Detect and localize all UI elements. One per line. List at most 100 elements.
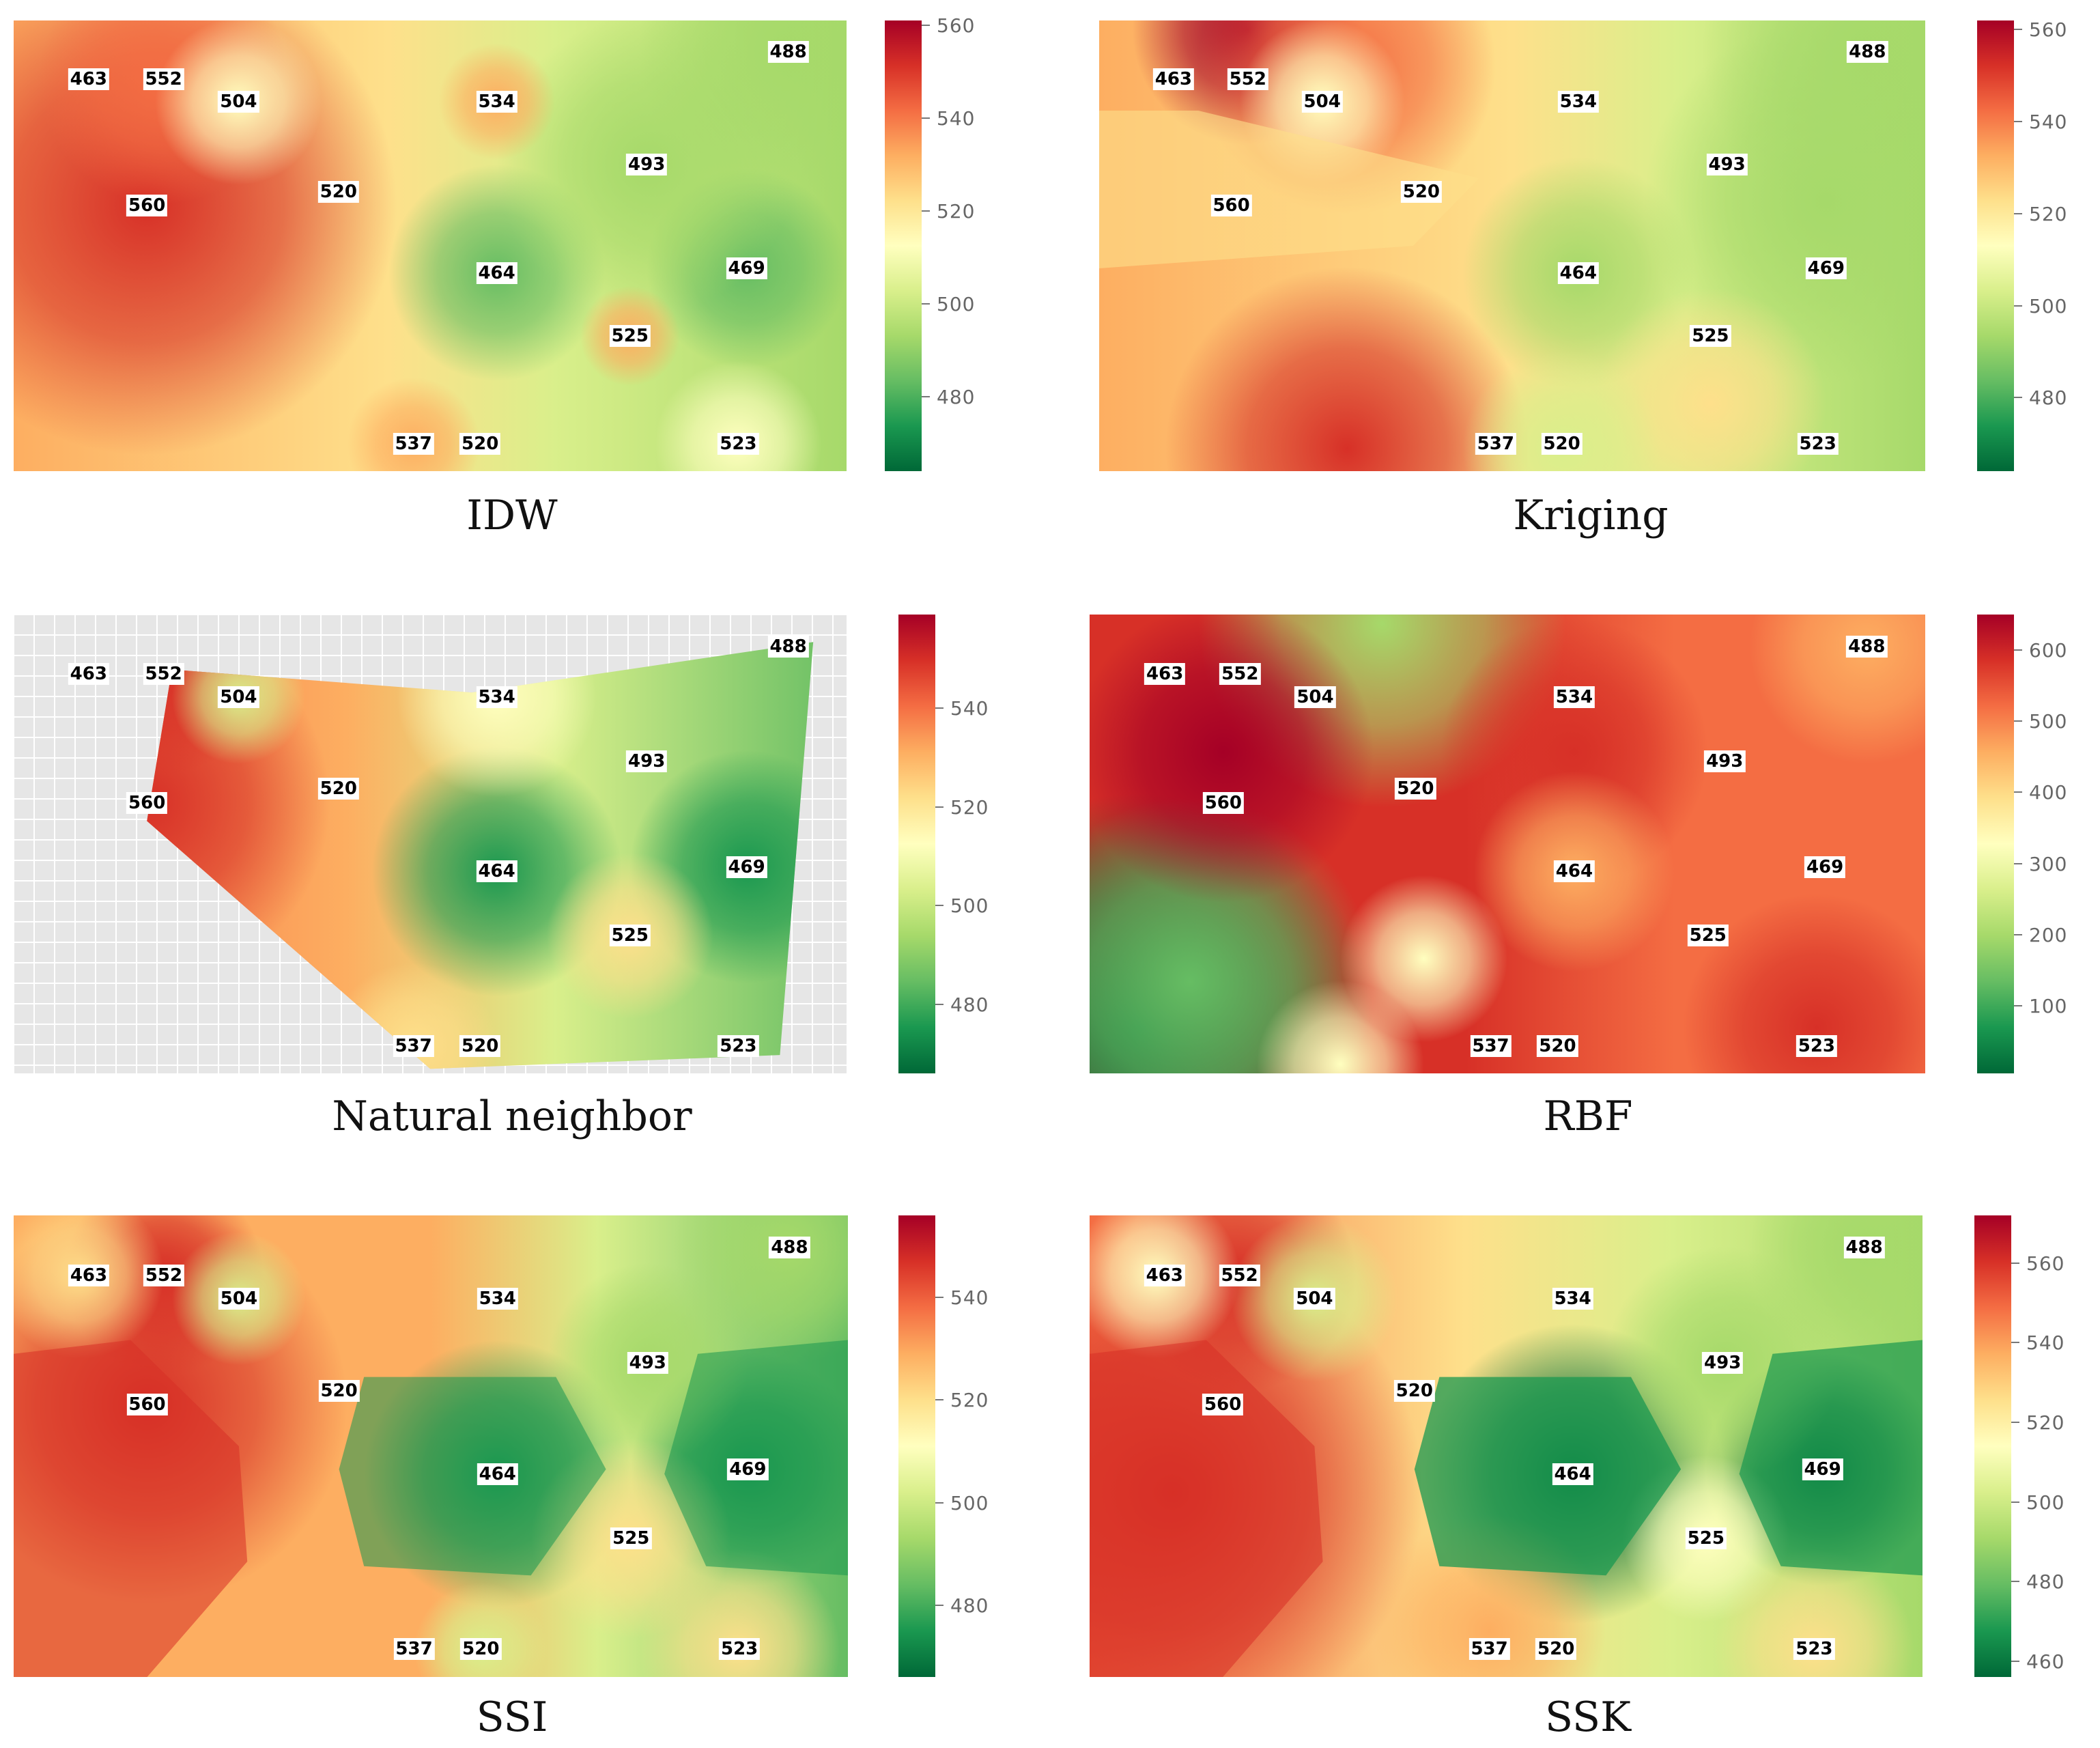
kriging-map: 463 552 504 534 488 493 520 560 464 469 525 537 520 5… (1099, 20, 1925, 471)
point-label: 560 (126, 791, 168, 814)
point-label: 463 (68, 1264, 110, 1286)
rbf-map: 463 552 504 534 488 493 520 560 464 469 525 537 520 5… (1090, 615, 1925, 1073)
natural-neighbor-surface (14, 615, 847, 1073)
tick-label: 500 (937, 293, 976, 316)
ssk-map: 463 552 504 534 488 493 520 560 464 469 525 537 520 5… (1090, 1215, 1922, 1677)
point-label: 493 (1704, 750, 1746, 773)
point-label: 534 (476, 686, 517, 708)
colorbar-strip (1974, 1215, 2011, 1677)
point-label: 463 (1152, 68, 1195, 90)
point-label: 534 (1552, 1287, 1593, 1310)
tick-mark (2014, 121, 2022, 123)
tick-label: 540 (950, 697, 989, 720)
surface-blob (655, 361, 822, 471)
surface-blob (1090, 1215, 1240, 1359)
kriging-colorbar: 480 500 520 540 560 (1977, 18, 2100, 471)
voronoi-cell-560 (1099, 111, 1479, 268)
tick-mark (2014, 305, 2022, 307)
tick-mark (2011, 1581, 2019, 1583)
point-label: 464 (476, 262, 517, 284)
tick-label: 400 (2029, 781, 2068, 804)
ssk-caption: SSK (1545, 1693, 1631, 1741)
ssk-colorbar: 460 480 500 520 540 560 (1974, 1215, 2097, 1677)
tick-mark (935, 1003, 943, 1005)
surface-layer (1099, 20, 1925, 471)
point-label: 552 (143, 1264, 185, 1286)
tick-mark (922, 396, 930, 398)
point-label: 523 (718, 1638, 761, 1661)
point-label: 525 (1685, 1527, 1727, 1550)
idw-surface (14, 20, 847, 471)
tick-mark (2011, 1342, 2019, 1344)
point-label: 520 (318, 1379, 360, 1402)
ssi-surface (14, 1215, 848, 1677)
point-label: 520 (1537, 1034, 1578, 1057)
tick-label: 540 (2026, 1331, 2065, 1355)
tick-label: 600 (2029, 639, 2068, 662)
point-label: 463 (1144, 1264, 1185, 1286)
tick-label: 100 (2029, 995, 2068, 1018)
tick-label: 520 (937, 199, 976, 223)
point-label: 504 (1294, 686, 1336, 708)
tick-label: 460 (2026, 1650, 2065, 1673)
tick-mark (935, 1502, 943, 1504)
surface-blob (1683, 894, 1925, 1073)
point-label: 523 (1797, 433, 1839, 455)
surface-blob (14, 1215, 164, 1359)
point-label: 504 (218, 1287, 260, 1310)
tick-label: 480 (950, 1594, 989, 1617)
point-label: 520 (317, 180, 359, 203)
point-label: 537 (393, 1034, 434, 1057)
tick-mark (2011, 1501, 2019, 1503)
tick-mark (2014, 862, 2022, 864)
tick-mark (922, 210, 930, 212)
point-label: 488 (1846, 636, 1888, 658)
point-label: 464 (477, 1463, 518, 1485)
rbf-surface (1090, 615, 1925, 1073)
point-label: 520 (459, 433, 501, 455)
point-label: 463 (68, 68, 109, 90)
tick-mark (935, 905, 943, 907)
point-label: 534 (1553, 686, 1595, 708)
point-label: 493 (1706, 154, 1748, 176)
surface-layer (1090, 615, 1925, 1073)
point-label: 560 (1202, 791, 1244, 814)
point-label: 504 (218, 686, 259, 708)
idw-caption: IDW (466, 492, 558, 539)
point-label: 504 (1301, 90, 1343, 113)
point-label: 537 (1475, 433, 1516, 455)
point-label: 493 (627, 1352, 668, 1375)
tick-label: 500 (950, 1491, 989, 1514)
surface-blob (1714, 1549, 1914, 1677)
point-label: 537 (393, 1638, 435, 1661)
tick-mark (2014, 720, 2022, 722)
tick-mark (2014, 1005, 2022, 1007)
ssi-caption: SSI (476, 1693, 548, 1741)
tick-mark (2014, 791, 2022, 793)
surface-blob (414, 1582, 548, 1677)
point-label: 525 (1690, 325, 1731, 347)
point-label: 464 (476, 860, 517, 883)
point-label: 504 (1294, 1287, 1335, 1310)
surface-blob (1256, 981, 1424, 1073)
point-label: 488 (1847, 41, 1888, 64)
tick-label: 520 (2029, 202, 2068, 225)
tick-label: 500 (2029, 710, 2068, 733)
tick-label: 480 (2029, 386, 2068, 410)
tick-mark (935, 1604, 943, 1606)
point-label: 552 (1227, 68, 1268, 90)
point-label: 520 (317, 778, 359, 800)
tick-mark (935, 1297, 943, 1299)
point-label: 520 (1535, 1638, 1577, 1661)
point-label: 469 (1802, 1458, 1843, 1480)
point-label: 525 (609, 325, 651, 347)
point-label: 520 (460, 1638, 502, 1661)
point-label: 552 (143, 68, 184, 90)
surface-blob (1702, 20, 1925, 218)
point-label: 488 (767, 636, 809, 658)
rbf-colorbar: 100 200 300 400 500 600 (1977, 615, 2100, 1073)
tick-mark (2014, 397, 2022, 399)
point-label: 493 (626, 750, 668, 773)
surface-layer (1090, 1215, 1922, 1677)
point-label: 520 (459, 1034, 501, 1057)
